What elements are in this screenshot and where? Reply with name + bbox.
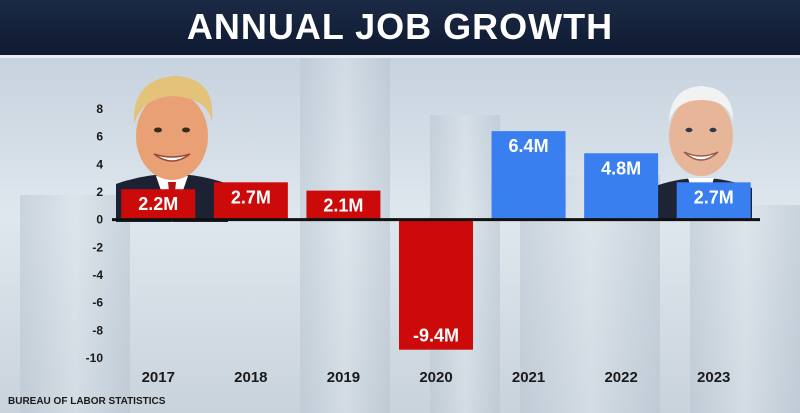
x-tick-label: 2021 <box>512 369 545 386</box>
y-tick-label: -8 <box>92 323 103 337</box>
y-tick-label: 2 <box>96 185 103 199</box>
y-tick-label: 4 <box>96 157 103 171</box>
bar-2018 <box>213 182 288 220</box>
x-axis: 2017 2018 2019 2020 2021 2022 2023 <box>142 369 731 386</box>
bar-value-label: -9.4M <box>413 326 459 346</box>
bars: 2.2M 2.7M 2.1M -9.4M 6.4M 4.8M 2.7M <box>112 131 760 350</box>
y-tick-label: -4 <box>92 268 103 282</box>
y-tick-label: -2 <box>92 240 103 254</box>
bar-2021 <box>491 131 566 220</box>
bar-value-label: 2.2M <box>138 194 178 214</box>
y-tick-label: -10 <box>86 351 104 365</box>
bar-value-label: 2.1M <box>323 196 363 216</box>
bar-value-label: 2.7M <box>694 187 734 207</box>
y-tick-label: 8 <box>96 102 103 116</box>
title-bar: ANNUAL JOB GROWTH <box>0 0 800 58</box>
y-tick-label: -6 <box>92 296 103 310</box>
bar-2022 <box>584 153 659 220</box>
x-tick-label: 2018 <box>234 369 267 386</box>
x-tick-label: 2019 <box>327 369 360 386</box>
y-tick-label: 0 <box>96 213 103 227</box>
bar-2023 <box>676 182 751 220</box>
bar-2020 <box>399 219 473 350</box>
x-tick-label: 2020 <box>419 369 452 386</box>
x-tick-label: 2022 <box>604 369 637 386</box>
bar-value-label: 4.8M <box>601 158 641 178</box>
bar-2017 <box>121 189 196 220</box>
x-tick-label: 2023 <box>697 369 730 386</box>
bar-2019 <box>306 190 381 220</box>
source-note: BUREAU OF LABOR STATISTICS <box>8 396 166 407</box>
y-axis: 8 6 4 2 0 -2 -4 -6 -8 -10 <box>86 102 104 365</box>
chart-title: ANNUAL JOB GROWTH <box>186 6 614 47</box>
x-tick-label: 2017 <box>142 369 175 386</box>
bar-value-label: 2.7M <box>231 187 271 207</box>
y-tick-label: 6 <box>96 130 103 144</box>
bar-value-label: 6.4M <box>509 136 549 156</box>
